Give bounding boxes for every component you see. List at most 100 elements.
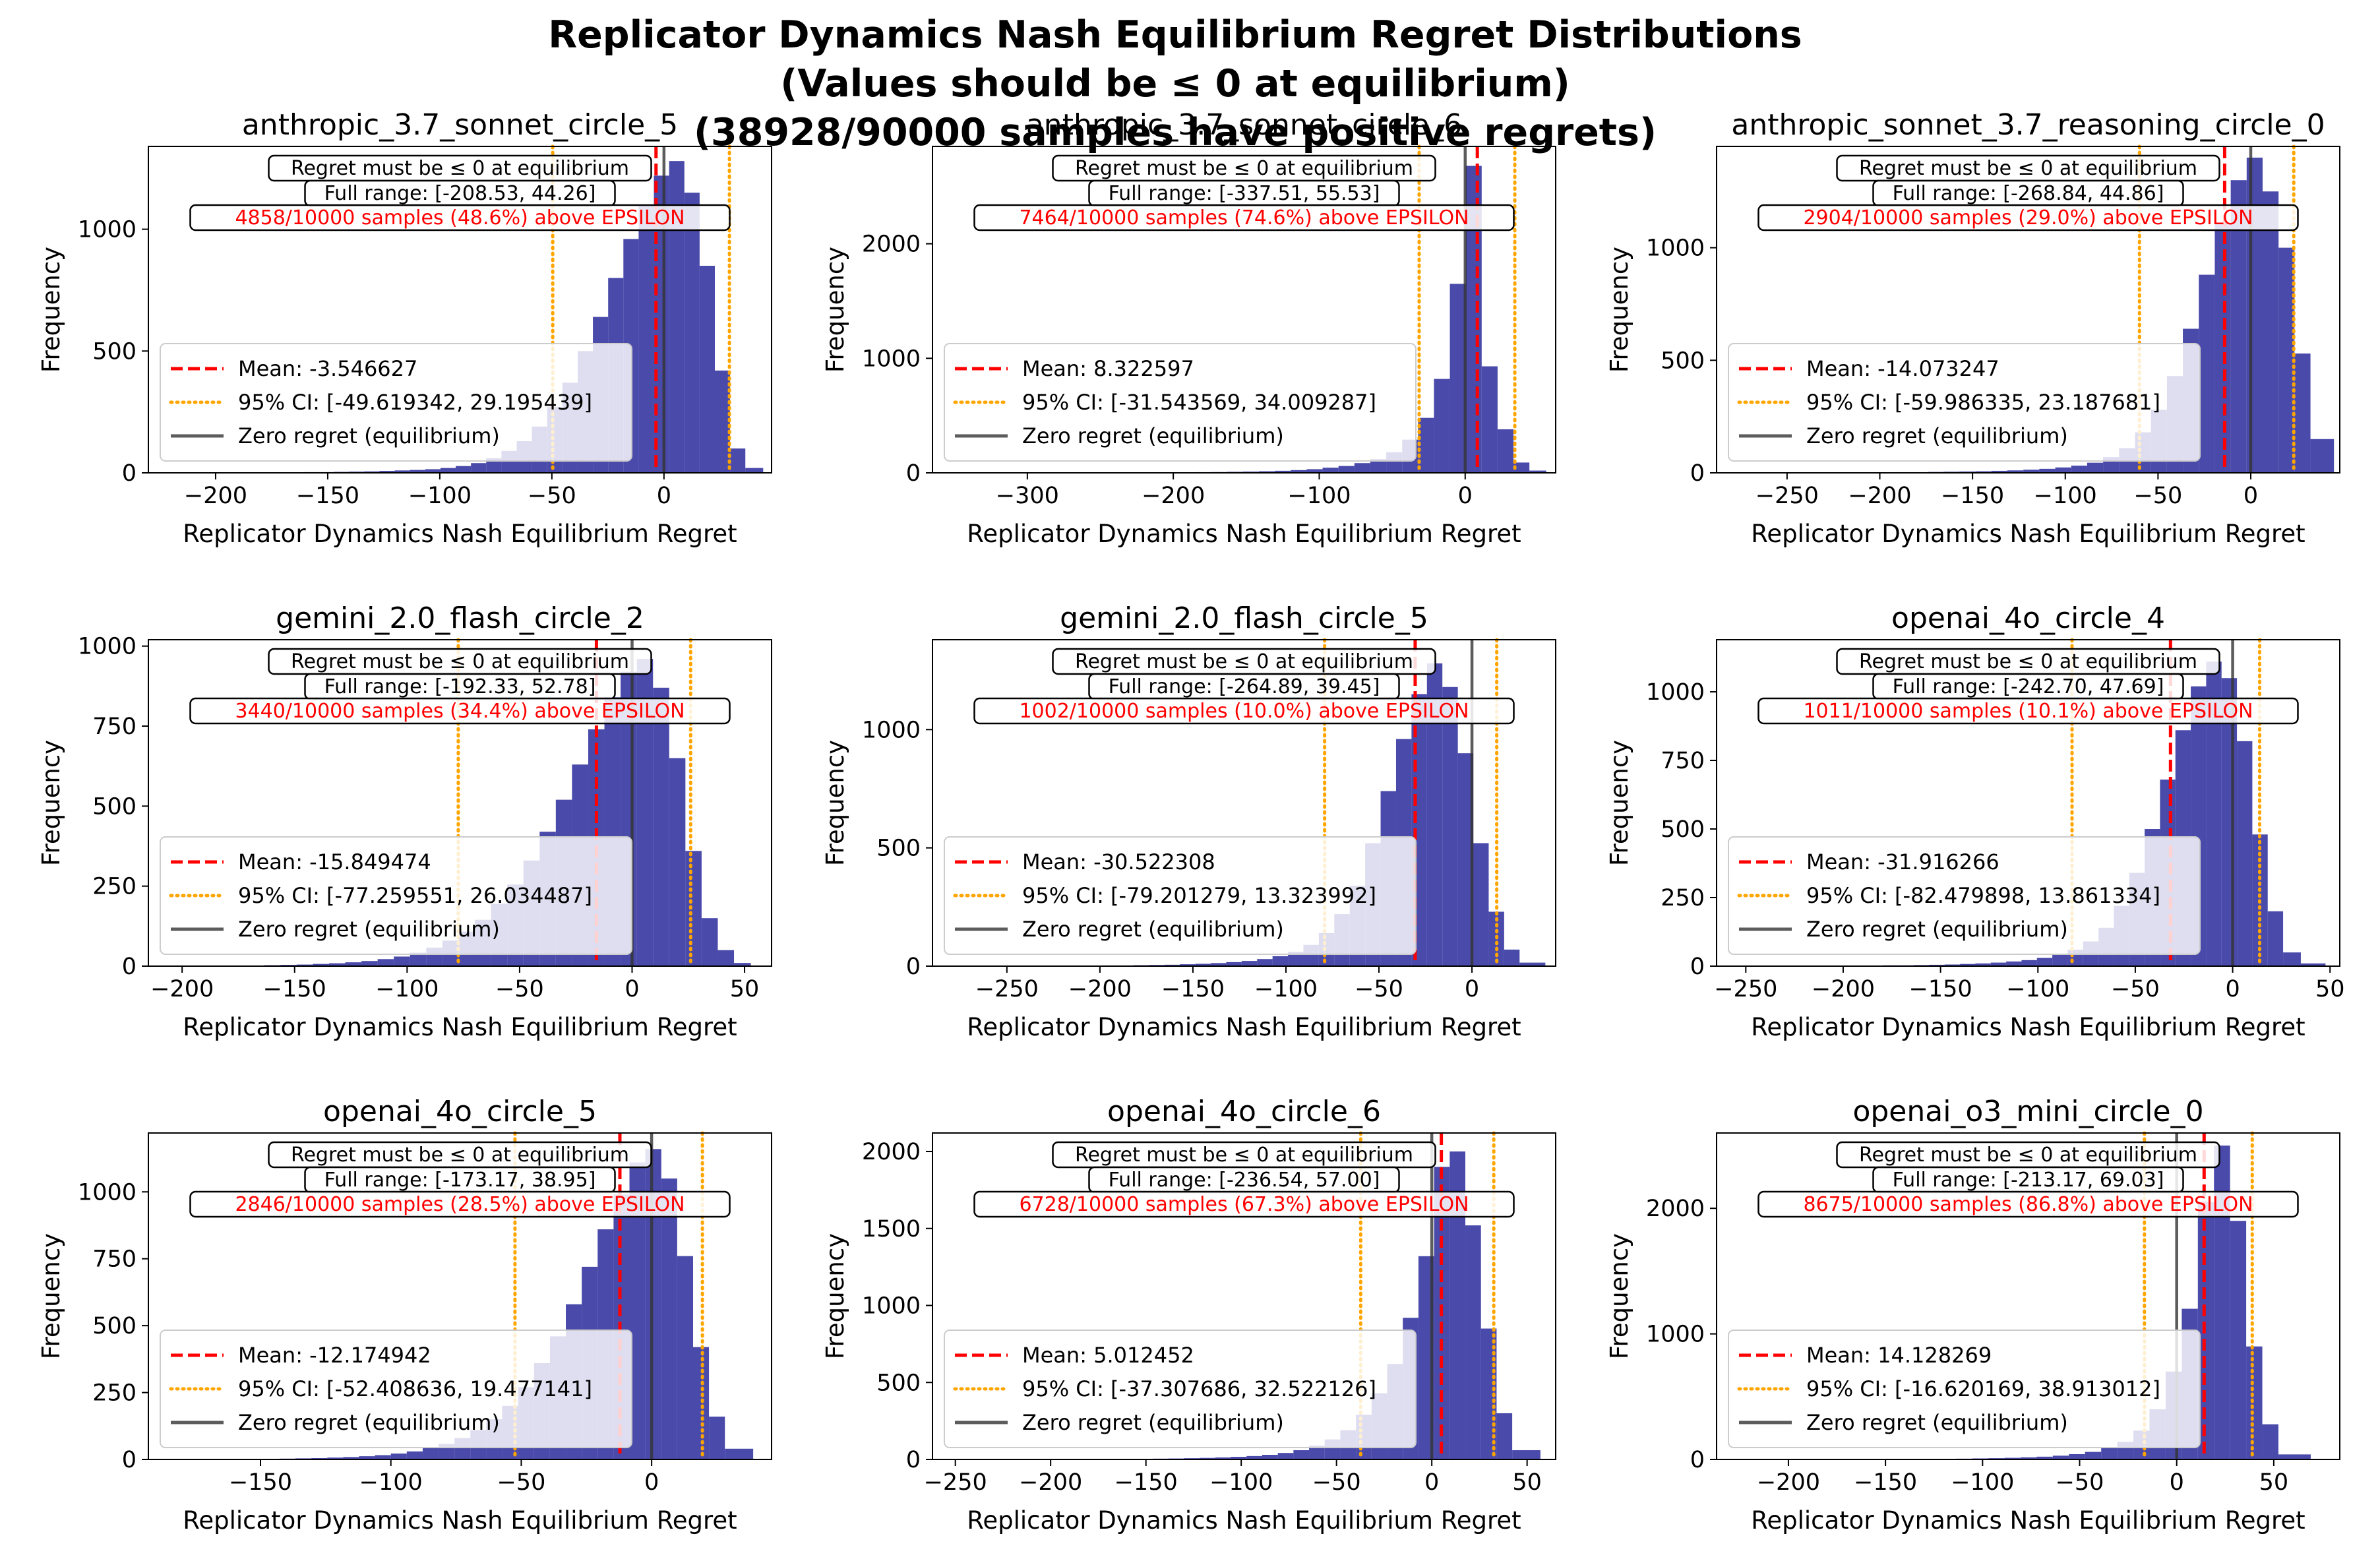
legend: Mean: -12.174942 95% CI: [-52.408636, 19.…: [160, 1330, 632, 1448]
legend-box: [160, 343, 632, 462]
legend-label: Mean: 8.322597: [1022, 356, 1194, 381]
histogram-bar: [2036, 958, 2053, 966]
legend-label: 95% CI: [-82.479898, 13.861334]: [1806, 883, 2160, 908]
annotation-box: [189, 204, 731, 231]
y-tick-label: 2000: [862, 1139, 921, 1165]
figure-title-line-2: (Values should be ≤ 0 at equilibrium): [780, 62, 1570, 106]
histogram-bar: [1480, 1328, 1497, 1459]
histogram-bar: [296, 964, 313, 966]
legend-box: [1728, 343, 2201, 462]
histogram-bar: [2101, 1448, 2118, 1459]
histogram-bar: [1200, 1457, 1215, 1459]
histogram-bar: [1944, 964, 1961, 966]
histogram-bar: [440, 468, 456, 473]
histogram-bar: [1457, 753, 1474, 966]
histogram-bar: [456, 466, 472, 473]
histogram-bar: [2230, 1221, 2247, 1459]
annotation-box: [973, 204, 1515, 231]
histogram-bar: [1959, 471, 1976, 473]
equilibrium-rule-note: Regret must be ≤ 0 at equilibrium: [268, 1141, 652, 1169]
x-tick-label: 50: [730, 976, 760, 1002]
y-tick-label: 0: [1690, 954, 1705, 980]
histogram-bar: [1975, 963, 1991, 966]
above-epsilon-note: 8675/10000 samples (86.8%) above EPSILON: [1757, 1190, 2299, 1218]
histogram-bar: [422, 1448, 439, 1459]
y-axis-label: Frequency: [1605, 1233, 1633, 1359]
equilibrium-rule-note: Regret must be ≤ 0 at equilibrium: [1052, 154, 1436, 182]
histogram-bar: [1442, 687, 1458, 966]
histogram-bar: [1246, 1455, 1262, 1459]
x-tick-label: 0: [644, 1469, 659, 1496]
x-tick-label: −250: [924, 1469, 987, 1496]
x-tick-label: −100: [1209, 1469, 1273, 1496]
y-tick-label: 750: [92, 714, 137, 740]
histogram-bar: [379, 471, 395, 473]
full-range-note: Full range: [-268.84, 44.86]: [1872, 179, 2184, 207]
histogram-bar: [1293, 1450, 1310, 1459]
x-tick-label: −150: [263, 976, 326, 1002]
axes-frame: [1716, 639, 2340, 967]
legend-label: 95% CI: [-31.543569, 34.009287]: [1022, 390, 1376, 415]
above-epsilon-note: 7464/10000 samples (74.6%) above EPSILON: [973, 204, 1515, 231]
histogram-bar: [709, 1417, 725, 1459]
x-tick-label: −50: [528, 483, 576, 509]
above-epsilon-note: 2846/10000 samples (28.5%) above EPSILON: [189, 1190, 731, 1218]
annotation-text: 1011/10000 samples (10.1%) above EPSILON: [1803, 700, 2253, 723]
histogram-bar: [1257, 959, 1273, 966]
equilibrium-rule-note: Regret must be ≤ 0 at equilibrium: [1836, 154, 2220, 182]
y-axis-label: Frequency: [821, 1233, 849, 1359]
x-tick-label: 50: [2315, 976, 2345, 1002]
histogram-bar: [1473, 843, 1489, 966]
y-tick-label: 1000: [862, 717, 921, 743]
y-tick-label: 750: [1661, 748, 1705, 774]
histogram-bar: [677, 1256, 693, 1459]
x-tick-label: −150: [1941, 483, 2004, 509]
histogram-bar: [669, 758, 686, 966]
legend-label: 95% CI: [-37.307686, 32.522126]: [1022, 1376, 1376, 1401]
histogram-bar: [1272, 956, 1289, 966]
annotation-text: Regret must be ≤ 0 at equilibrium: [1075, 1144, 1413, 1167]
subplot-title: openai_4o_circle_5: [323, 1095, 597, 1128]
histogram-bar: [2055, 467, 2071, 473]
subplot-title: openai_4o_circle_6: [1107, 1095, 1381, 1128]
histogram-bar: [2071, 466, 2087, 473]
histogram-bar: [1306, 469, 1323, 473]
y-tick-label: 1000: [1646, 1322, 1705, 1348]
annotation-text: 6728/10000 samples (67.3%) above EPSILON: [1019, 1193, 1469, 1216]
y-tick-label: 500: [876, 836, 921, 862]
y-tick-label: 500: [92, 1313, 137, 1339]
full-range-note: Full range: [-192.33, 52.78]: [304, 673, 616, 700]
histogram-bar: [638, 204, 654, 473]
histogram-bar: [410, 470, 425, 473]
annotation-text: Full range: [-236.54, 57.00]: [1109, 1169, 1380, 1192]
annotation-text: Full range: [-213.17, 69.03]: [1893, 1169, 2164, 1192]
equilibrium-rule-note: Regret must be ≤ 0 at equilibrium: [268, 154, 652, 182]
legend: Mean: 8.322597 95% CI: [-31.543569, 34.00…: [944, 343, 1417, 462]
histogram-bar: [359, 1456, 375, 1459]
histogram-bar: [1418, 1256, 1434, 1459]
axes-frame: [148, 146, 772, 474]
annotation-text: 4858/10000 samples (48.6%) above EPSILON: [235, 206, 685, 230]
histogram-bar: [1960, 964, 1976, 966]
annotation-box: [189, 1190, 731, 1218]
legend-label: Zero regret (equilibrium): [1022, 1410, 1284, 1435]
y-tick-label: 1000: [1646, 679, 1705, 706]
x-tick-label: −100: [2034, 483, 2097, 509]
histogram-bar: [471, 463, 487, 473]
annotation-text: Regret must be ≤ 0 at equilibrium: [291, 650, 629, 673]
histogram-bar: [2069, 1454, 2085, 1459]
histogram-bar: [1231, 1457, 1247, 1459]
figure-title: Replicator Dynamics Nash Equilibrium Reg…: [548, 13, 1802, 154]
full-range-note: Full range: [-213.17, 69.03]: [1872, 1166, 2184, 1194]
histogram-bar: [327, 1457, 344, 1459]
legend-label: Mean: -14.073247: [1806, 356, 1999, 381]
full-range-note: Full range: [-337.51, 55.53]: [1088, 179, 1400, 207]
histogram-bar: [410, 952, 427, 966]
y-tick-label: 500: [92, 338, 137, 365]
subplot-title: anthropic_3.7_sonnet_circle_6: [1026, 108, 1462, 142]
histogram-bar: [1259, 471, 1275, 473]
annotation-text: Full range: [-264.89, 39.45]: [1109, 675, 1380, 698]
histogram-bar: [1504, 949, 1520, 966]
y-tick-label: 0: [122, 460, 137, 487]
